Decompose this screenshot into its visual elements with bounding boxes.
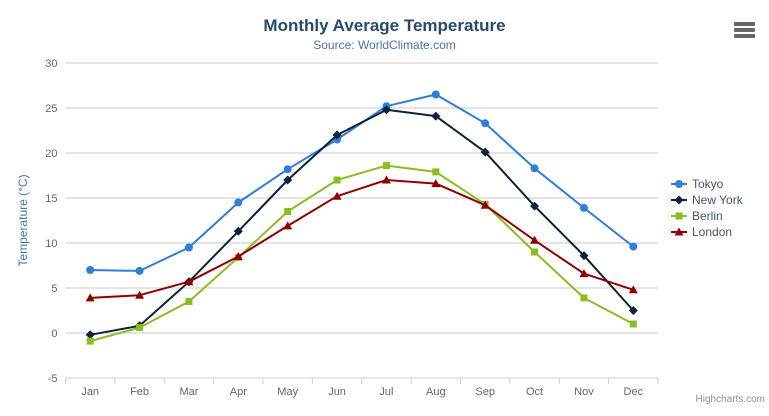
data-point-tokyo-aug[interactable] [431, 90, 440, 99]
x-axis-label: Sep [475, 386, 495, 398]
legend-item-new-york[interactable]: New York [671, 192, 743, 208]
chart-subtitle: Source: WorldClimate.com [313, 38, 456, 52]
x-axis-label: Apr [230, 386, 247, 398]
y-axis-label: 15 [45, 193, 57, 205]
y-axis-label: 10 [45, 238, 57, 250]
chart-title: Monthly Average Temperature [263, 16, 506, 35]
triangle-marker-icon [671, 227, 687, 236]
legend-label: New York [692, 193, 743, 207]
diamond-marker-icon [671, 195, 687, 205]
legend-item-berlin[interactable]: Berlin [671, 208, 743, 224]
data-point-berlin-may[interactable] [284, 208, 292, 215]
x-axis-label: Aug [426, 386, 446, 398]
data-point-london-jul[interactable] [381, 175, 391, 184]
data-point-london-jun[interactable] [332, 191, 342, 200]
data-point-berlin-nov[interactable] [580, 294, 588, 302]
x-axis-label: Feb [130, 386, 149, 398]
data-point-new-york-jul[interactable] [381, 105, 391, 115]
series-line-new-york[interactable] [90, 108, 635, 336]
data-point-london-may[interactable] [283, 221, 293, 230]
data-point-berlin-aug[interactable] [432, 168, 440, 176]
legend-item-tokyo[interactable]: Tokyo [671, 176, 743, 192]
data-point-london-apr[interactable] [233, 252, 243, 260]
data-point-tokyo-nov[interactable] [579, 203, 588, 212]
diamond-marker-glyph [674, 195, 684, 205]
data-point-london-nov[interactable] [579, 269, 589, 278]
data-point-london-oct[interactable] [530, 235, 540, 244]
data-point-london-jan[interactable] [85, 293, 95, 302]
circle-marker-glyph [675, 180, 683, 188]
y-axis-label: -5 [48, 373, 58, 385]
data-point-london-feb[interactable] [135, 290, 145, 299]
data-point-new-york-may[interactable] [283, 175, 293, 185]
x-axis-label: Mar [179, 386, 198, 398]
data-point-london-dec[interactable] [628, 285, 638, 294]
data-point-new-york-sep[interactable] [480, 147, 490, 157]
x-axis-label: Jan [81, 386, 99, 398]
x-axis-label: May [277, 386, 298, 398]
x-axis-label: Jun [328, 386, 346, 398]
data-point-london-mar[interactable] [184, 277, 194, 286]
data-point-london-aug[interactable] [431, 179, 441, 188]
legend: Tokyo New York Berlin London [671, 176, 743, 240]
triangle-marker-glyph [674, 227, 684, 236]
x-axis-label: Nov [574, 386, 594, 398]
square-marker-icon [671, 212, 687, 220]
data-point-tokyo-sep[interactable] [481, 119, 490, 128]
circle-marker-icon [671, 180, 687, 188]
credits-link[interactable]: Highcharts.com [695, 394, 765, 405]
series-line-london[interactable] [90, 179, 634, 299]
data-point-new-york-nov[interactable] [579, 251, 589, 261]
legend-item-london[interactable]: London [671, 224, 743, 240]
data-point-berlin-jul[interactable] [382, 162, 390, 170]
x-axis-label: Oct [526, 386, 543, 398]
data-point-new-york-aug[interactable] [431, 111, 441, 121]
data-point-berlin-oct[interactable] [531, 248, 539, 256]
y-axis-label: 25 [45, 103, 57, 115]
y-axis-label: 30 [45, 58, 57, 70]
hamburger-menu-icon [734, 22, 756, 38]
data-point-new-york-jun[interactable] [332, 130, 342, 140]
data-point-tokyo-apr[interactable] [234, 198, 243, 207]
data-point-tokyo-jan[interactable] [86, 266, 95, 274]
data-point-berlin-mar[interactable] [185, 298, 193, 305]
y-axis-label: 0 [51, 328, 57, 340]
data-point-tokyo-mar[interactable] [184, 243, 193, 252]
data-point-tokyo-may[interactable] [283, 165, 292, 174]
data-point-berlin-dec[interactable] [629, 320, 637, 328]
data-point-berlin-jan[interactable] [86, 337, 94, 345]
legend-label: Tokyo [692, 177, 724, 191]
data-point-berlin-jun[interactable] [333, 176, 341, 184]
data-point-tokyo-oct[interactable] [530, 164, 539, 173]
chart-context-menu-button[interactable] [732, 20, 758, 42]
x-axis-label: Jul [379, 386, 393, 398]
data-point-new-york-dec[interactable] [628, 306, 638, 315]
data-point-new-york-apr[interactable] [233, 226, 243, 236]
data-point-london-sep[interactable] [480, 200, 490, 209]
legend-label: Berlin [692, 209, 723, 223]
legend-label: London [692, 225, 733, 239]
data-point-tokyo-feb[interactable] [135, 266, 144, 275]
data-point-tokyo-dec[interactable] [629, 242, 638, 251]
data-point-berlin-feb[interactable] [136, 324, 144, 332]
y-axis-label: 20 [45, 148, 57, 160]
square-marker-glyph [675, 212, 683, 220]
x-axis-label: Dec [624, 386, 644, 398]
data-point-new-york-oct[interactable] [530, 201, 540, 211]
data-point-new-york-jan[interactable] [85, 330, 95, 340]
series-line-tokyo[interactable] [90, 93, 634, 272]
series-line-berlin[interactable] [89, 164, 634, 343]
y-axis-title: Temperature (°C) [16, 174, 30, 266]
y-axis-label: 5 [51, 283, 57, 295]
